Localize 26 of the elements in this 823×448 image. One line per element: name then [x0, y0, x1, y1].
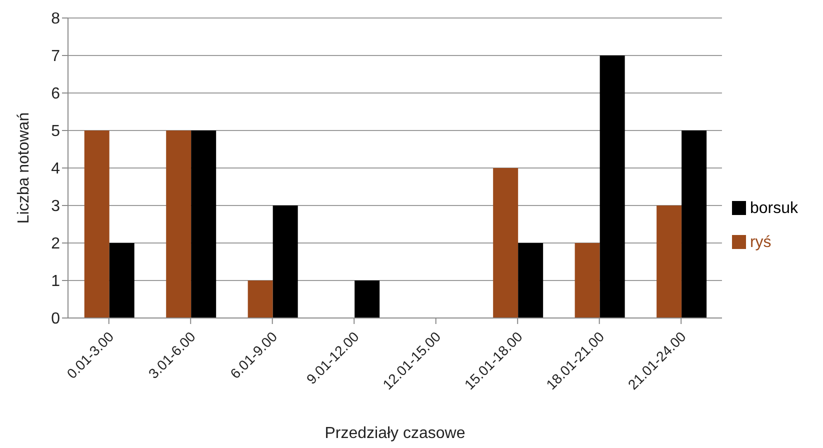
y-tick-label: 8 [51, 10, 60, 28]
y-tick-label: 7 [51, 48, 60, 66]
bar [682, 130, 707, 318]
y-tick-label: 6 [51, 86, 60, 103]
bar [354, 280, 380, 318]
bar [600, 56, 625, 318]
legend-label: ryś [750, 234, 772, 250]
bar [272, 206, 298, 318]
y-tick-label: 5 [51, 123, 60, 140]
y-axis-title: Liczba notowań [16, 112, 33, 224]
y-tick-label: 0 [51, 310, 60, 328]
bar [656, 206, 682, 318]
y-tick-label: 3 [51, 198, 60, 216]
bar [493, 168, 518, 318]
y-tick-label: 4 [51, 160, 60, 178]
bar [191, 130, 216, 318]
bar [84, 130, 110, 318]
legend-label: borsuk [750, 200, 798, 216]
y-tick-label: 2 [51, 236, 60, 253]
bar [166, 130, 192, 318]
bar [518, 243, 544, 318]
bar [248, 280, 273, 318]
bar [109, 243, 134, 318]
bar [574, 243, 600, 318]
y-tick-label: 1 [51, 273, 60, 290]
x-axis-title: Przedziały czasowe [324, 425, 466, 442]
